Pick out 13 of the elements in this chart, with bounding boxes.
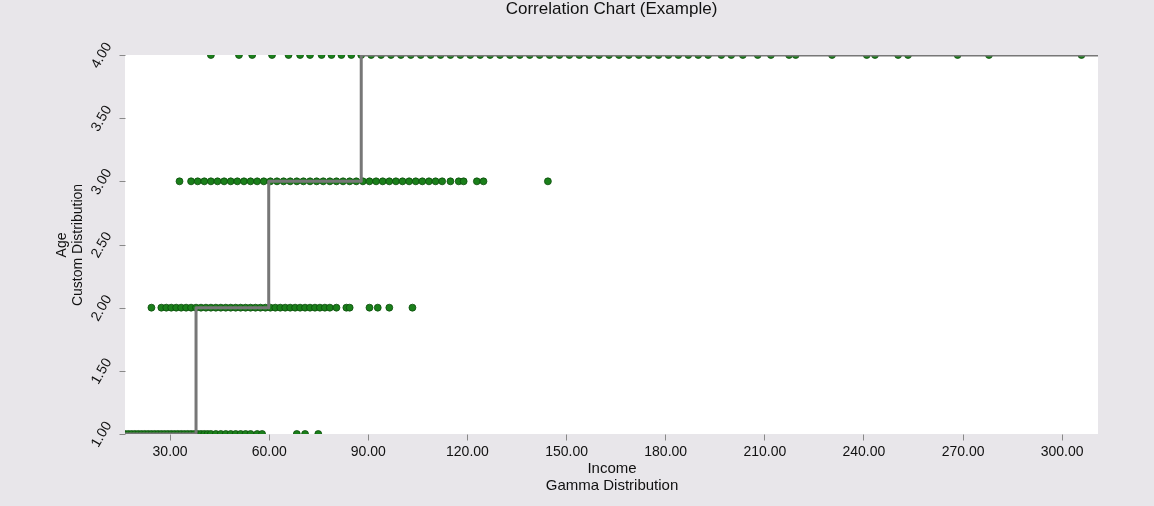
x-tick-label: 300.00: [1040, 442, 1084, 459]
x-tick-label: 270.00: [941, 442, 985, 459]
x-tick-label: 30.00: [152, 442, 188, 459]
x-tick-label: 150.00: [545, 442, 589, 459]
x-tick-label: 240.00: [842, 442, 886, 459]
x-tick-label: 60.00: [251, 442, 287, 459]
x-tick-label: 210.00: [743, 442, 787, 459]
x-axis-title: Income Gamma Distribution: [545, 458, 679, 493]
x-tick-label: 120.00: [446, 442, 490, 459]
y-axis-title: Age Custom Distribution: [52, 183, 85, 307]
chart-title: Correlation Chart (Example): [505, 0, 718, 18]
x-tick-label: 90.00: [350, 442, 387, 459]
x-tick-label: 180.00: [644, 442, 688, 459]
